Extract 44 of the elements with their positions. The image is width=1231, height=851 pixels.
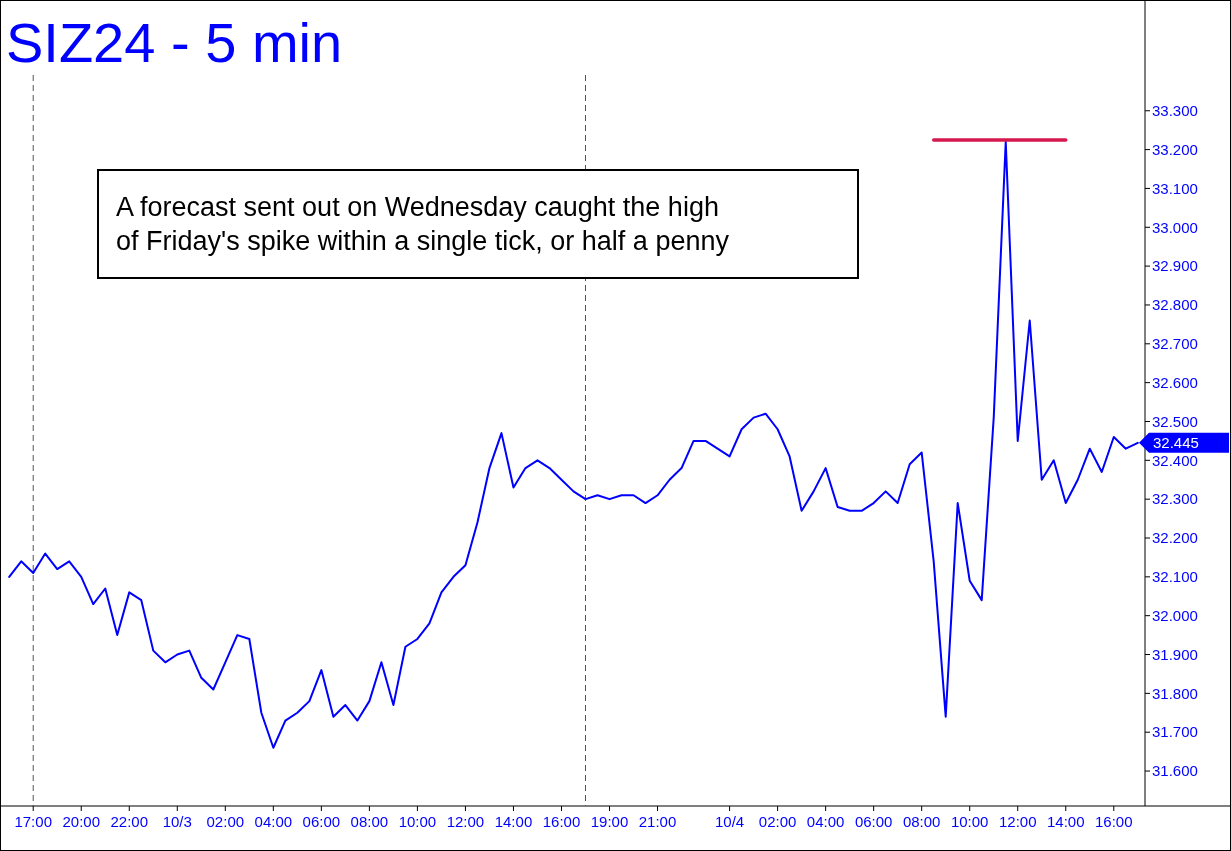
x-tick-label: 10:00 bbox=[398, 813, 437, 830]
y-tick-label: 32.700 bbox=[1152, 335, 1198, 353]
y-tick-label: 33.200 bbox=[1152, 140, 1198, 158]
y-tick-label: 32.200 bbox=[1152, 529, 1198, 547]
y-tick-label: 33.300 bbox=[1152, 102, 1198, 119]
y-tick-label: 32.900 bbox=[1152, 257, 1198, 275]
y-tick-label: 31.700 bbox=[1152, 723, 1198, 741]
y-tick-label: 33.000 bbox=[1152, 218, 1198, 236]
x-tick-label: 08:00 bbox=[350, 813, 389, 830]
x-tick-label: 10/3 bbox=[162, 813, 192, 830]
x-tick-label: 02:00 bbox=[758, 813, 797, 830]
text: 32.445 bbox=[1153, 434, 1199, 452]
y-tick-label: 33.100 bbox=[1152, 179, 1198, 197]
y-tick-label: 32.000 bbox=[1152, 606, 1198, 624]
y-tick-label: 32.100 bbox=[1152, 568, 1198, 586]
x-tick-label: 14:00 bbox=[494, 813, 533, 830]
chart-title: SIZ24 - 5 min bbox=[6, 11, 343, 74]
x-tick-label: 06:00 bbox=[854, 813, 893, 830]
x-tick-label: 08:00 bbox=[902, 813, 941, 830]
x-tick-label: 06:00 bbox=[302, 813, 341, 830]
x-tick-label: 10/4 bbox=[714, 813, 745, 830]
x-tick-label: 21:00 bbox=[638, 813, 677, 830]
x-tick-label: 16:00 bbox=[542, 813, 581, 830]
x-tick-label: 17:00 bbox=[14, 813, 52, 830]
x-tick-label: 20:00 bbox=[62, 813, 101, 830]
x-tick-label: 10:00 bbox=[950, 813, 989, 830]
x-tick-label: 19:00 bbox=[590, 813, 629, 830]
y-tick-label: 31.600 bbox=[1152, 762, 1198, 780]
y-tick-label: 31.900 bbox=[1152, 645, 1198, 663]
x-tick-label: 02:00 bbox=[206, 813, 245, 830]
y-tick-label: 32.500 bbox=[1152, 412, 1198, 430]
annotation: A forecast sent out on Wednesday caught the high of Friday's spike within a single tick, or half a penny bbox=[116, 192, 730, 256]
x-tick-label: 04:00 bbox=[254, 813, 293, 830]
y-tick-label: 31.800 bbox=[1152, 684, 1198, 702]
y-tick-label: 32.400 bbox=[1152, 451, 1198, 469]
x-tick-label: 14:00 bbox=[1046, 813, 1085, 830]
x-tick-label: 04:00 bbox=[806, 813, 845, 830]
x-tick-label: 16:00 bbox=[1095, 813, 1133, 830]
y-tick-label: 32.600 bbox=[1152, 373, 1198, 391]
x-tick-label: 12:00 bbox=[998, 813, 1037, 830]
y-tick-label: 32.300 bbox=[1152, 490, 1198, 508]
y-tick-label: 32.800 bbox=[1152, 296, 1198, 314]
x-tick-label: 12:00 bbox=[446, 813, 485, 830]
x-tick-label: 22:00 bbox=[110, 813, 149, 830]
